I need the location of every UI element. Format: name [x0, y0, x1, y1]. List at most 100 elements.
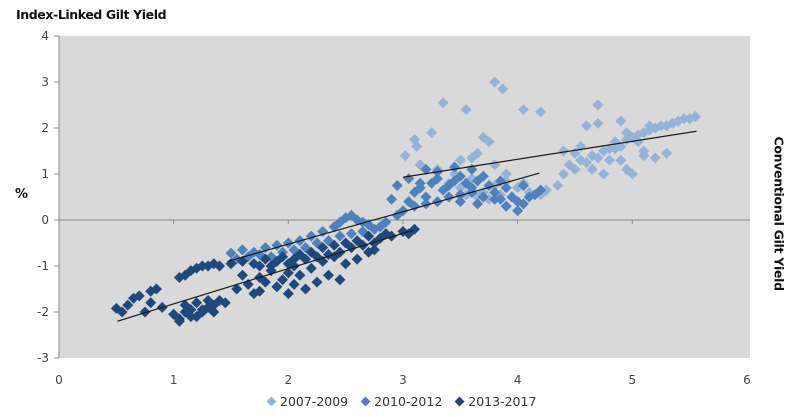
diamond-point [506, 191, 518, 203]
diamond-point [632, 136, 644, 148]
diamond-point [477, 170, 489, 182]
y-axis-label: % [15, 187, 29, 202]
diamond-point [122, 299, 134, 311]
x-tick-label: 2 [285, 373, 293, 387]
diamond-marker-icon [360, 396, 371, 407]
diamond-point [586, 163, 598, 175]
diamond-point [368, 244, 380, 256]
y-tick-label: 3 [41, 75, 49, 89]
axes: 4 3 2 1 0 -1 -2 -3 0 1 2 3 4 5 6 [37, 29, 751, 387]
diamond-point [615, 115, 627, 127]
diamond-point [638, 145, 650, 157]
diamond-point [322, 269, 334, 281]
legend-item-2007-2009[interactable]: 2007-2009 [266, 394, 349, 409]
diamond-point [644, 120, 656, 132]
y-tick-label: -3 [37, 351, 49, 365]
diamond-point [489, 186, 501, 198]
data-points [110, 76, 701, 327]
legend-label: 2010-2012 [374, 394, 443, 409]
diamond-point [414, 177, 426, 189]
diamond-point [236, 255, 248, 267]
diamond-point [282, 267, 294, 279]
diamond-point [248, 288, 260, 300]
diamond-point [678, 113, 690, 125]
legend-label: 2013-2017 [468, 394, 537, 409]
diamond-point [173, 315, 185, 327]
diamond-point [150, 283, 162, 295]
diamond-point [334, 274, 346, 286]
diamond-point [225, 247, 237, 259]
diamond-point [489, 193, 501, 205]
diamond-point [202, 295, 214, 306]
diamond-point [540, 184, 552, 196]
diamond-point [598, 168, 610, 180]
legend-item-2010-2012[interactable]: 2010-2012 [360, 394, 443, 409]
diamond-point [592, 117, 604, 129]
diamond-point [420, 191, 432, 203]
diamond-point [500, 200, 512, 212]
diamond-point [592, 99, 604, 111]
y-tick-label: 2 [41, 121, 49, 135]
diamond-point [512, 205, 524, 217]
trendline-2010-2012 [227, 172, 540, 262]
diamond-point [615, 154, 627, 166]
diamond-point [116, 306, 128, 318]
diamond-point [689, 111, 701, 122]
diamond-point [305, 246, 317, 258]
diamond-point [386, 230, 398, 242]
diamond-point [282, 288, 294, 300]
diamond-point [282, 237, 294, 249]
diamond-point [497, 83, 509, 95]
diamond-point [300, 283, 312, 295]
legend-label: 2007-2009 [280, 394, 349, 409]
chart-title: Index-Linked Gilt Yield [16, 7, 167, 22]
diamond-point [259, 276, 271, 288]
diamond-point [277, 274, 289, 286]
diamond-point [517, 180, 529, 191]
diamond-point [494, 193, 506, 205]
diamond-point [626, 168, 638, 180]
x-tick-label: 5 [629, 373, 637, 387]
diamond-point [420, 163, 432, 175]
diamond-point [661, 147, 673, 159]
diamond-point [454, 170, 466, 182]
legend-item-2013-2017[interactable]: 2013-2017 [454, 394, 537, 409]
y-tick-label: 1 [41, 167, 49, 181]
diamond-point [328, 239, 340, 251]
diamond-point [196, 304, 208, 316]
diamond-point [552, 180, 564, 191]
diamond-point [621, 127, 633, 139]
diamond-point [477, 191, 489, 203]
diamond-point [454, 196, 466, 208]
diamond-point [236, 269, 248, 281]
diamond-point [386, 193, 398, 205]
diamond-point [580, 120, 592, 132]
diamond-point [397, 205, 409, 217]
diamond-point [340, 258, 352, 270]
diamond-point [569, 163, 581, 175]
legend: 2007-2009 2010-2012 2013-2017 [266, 394, 537, 409]
x-tick-label: 4 [514, 373, 522, 387]
diamond-point [558, 168, 570, 180]
diamond-point [351, 253, 363, 265]
series-2013-2017 [110, 223, 420, 327]
diamond-point [139, 306, 151, 318]
diamond-point [472, 198, 484, 210]
y-tick-label: -2 [37, 305, 49, 319]
diamond-point [454, 189, 466, 201]
diamond-point [420, 198, 432, 210]
diamond-point [391, 180, 403, 191]
diamond-point [317, 242, 329, 254]
diamond-point [437, 97, 449, 109]
diamond-point [254, 260, 266, 272]
diamond-point [483, 136, 495, 148]
y-tick-label: 4 [41, 29, 49, 43]
diamond-point [191, 297, 203, 309]
diamond-point [179, 299, 191, 311]
series-2007-2009 [399, 76, 701, 205]
diamond-point [345, 228, 357, 240]
diamond-point [408, 223, 420, 235]
diamond-point [460, 104, 472, 116]
diamond-point [185, 311, 197, 323]
